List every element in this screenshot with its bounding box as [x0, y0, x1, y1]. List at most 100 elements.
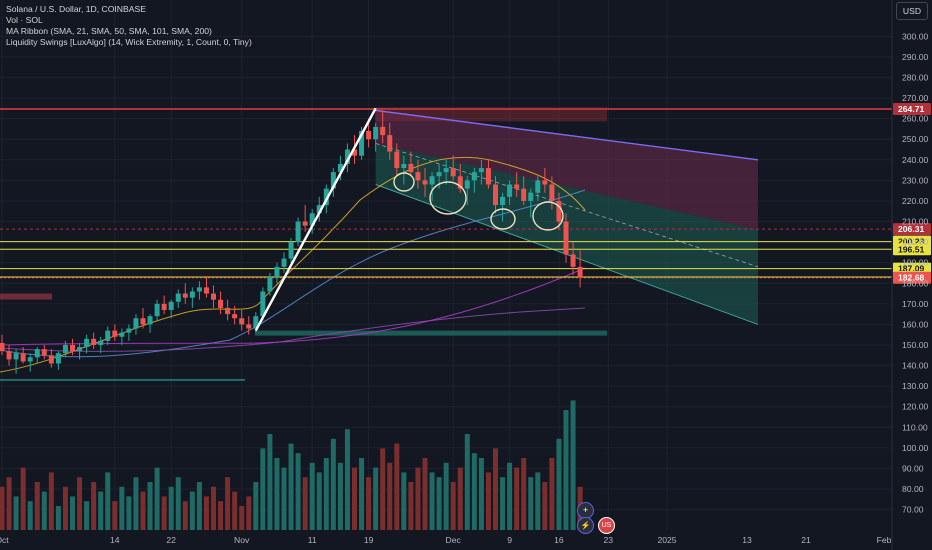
candle-body: [295, 221, 301, 243]
candle-body: [422, 180, 428, 185]
candle-body: [27, 357, 33, 362]
candle-body: [154, 303, 160, 317]
volume-bar: [493, 448, 498, 530]
volume-bar: [528, 477, 534, 530]
volume-bar: [13, 496, 19, 530]
candle-body: [549, 184, 555, 201]
volume-bar: [570, 400, 576, 530]
price-levels: 264.71206.31200.23196.51187.09183.07182.…: [0, 102, 931, 284]
chart-legend: Solana / U.S. Dollar, 1D, COINBASE Vol ·…: [6, 4, 252, 48]
volume-bar: [41, 491, 47, 530]
candle-body: [500, 196, 506, 206]
volume-bar: [549, 458, 555, 530]
indicator-volume[interactable]: Vol · SOL: [6, 15, 43, 25]
candle-body: [387, 135, 393, 152]
volume-bar: [478, 458, 484, 530]
candle-body: [147, 316, 153, 325]
volume-bar: [218, 501, 224, 530]
time-axis[interactable]: Oct 14 22 Nov 11 19 Dec 9 16 23 2025 21 Feb 13: [0, 535, 892, 545]
candle-body: [13, 353, 19, 360]
candle-body: [457, 176, 463, 189]
channel-upper-line: [375, 109, 759, 161]
volume-bar: [196, 482, 202, 530]
candle-body: [119, 332, 125, 337]
y-tick-label: 80.00: [902, 484, 924, 494]
level-label: 196.51: [898, 244, 925, 254]
candle-body: [203, 287, 209, 294]
candle-body: [225, 307, 231, 315]
x-tick-label: 19: [364, 535, 374, 545]
candle-body: [485, 168, 491, 185]
y-tick-label: 110.00: [902, 422, 928, 432]
x-tick-label: 21: [801, 535, 811, 545]
lightning-icon[interactable]: ⚡: [577, 517, 594, 534]
volume-bar: [429, 472, 435, 530]
x-tick-label: Dec: [446, 535, 462, 545]
volume-bar: [119, 486, 125, 530]
candle-body: [281, 258, 287, 267]
candle-body: [70, 344, 75, 352]
volume-bar: [436, 477, 442, 530]
liquidity-zones: [0, 107, 759, 381]
volume-bar: [34, 482, 40, 530]
volume-bar: [112, 501, 118, 530]
x-tick-label: Feb: [877, 535, 892, 545]
candle-body: [493, 184, 498, 206]
level-label: 264.71: [898, 104, 925, 114]
volume-bar: [154, 467, 160, 530]
candle-body: [6, 351, 12, 360]
y-tick-label: 150.00: [902, 340, 929, 350]
volume-bar: [70, 496, 75, 530]
y-tick-label: 190.00: [902, 258, 929, 268]
volume-bar: [189, 491, 195, 530]
candle-body: [436, 172, 442, 177]
candle-body: [98, 340, 104, 345]
currency-selector[interactable]: USD: [896, 2, 928, 20]
liquidity-zone-low: [255, 330, 607, 336]
candle-body: [521, 188, 527, 201]
level-label: 182.68: [898, 273, 925, 283]
volume-bar: [366, 477, 372, 530]
candle-body: [401, 163, 407, 169]
liquidity-zone-top-left: [0, 293, 52, 300]
volume-bar: [225, 477, 231, 530]
candle-body: [563, 221, 569, 255]
volume-bar: [182, 501, 188, 530]
volume-bar: [0, 486, 5, 530]
volume-bar: [147, 482, 153, 530]
level-label-bg: [893, 271, 931, 284]
candle-body: [366, 130, 372, 140]
drawings: [254, 107, 564, 332]
volume-bar: [77, 477, 83, 530]
volume-bar: [443, 462, 449, 530]
volume-bar: [373, 467, 379, 530]
candle-body: [77, 347, 83, 352]
price-axis[interactable]: 300.00 290.00 280.00 270.00 260.00 250.00 240.…: [891, 0, 929, 550]
volume-bar: [302, 477, 308, 530]
level-label-bg: [893, 243, 931, 256]
volume-bar: [84, 501, 90, 530]
volume-bar: [394, 443, 400, 530]
symbol-title[interactable]: Solana / U.S. Dollar, 1D, COINBASE: [6, 4, 146, 14]
candle-body: [330, 172, 336, 189]
candle-body: [232, 314, 238, 319]
volume-bar: [267, 434, 273, 530]
candle-body: [105, 330, 111, 341]
y-tick-label: 90.00: [902, 463, 924, 473]
y-tick-label: 260.00: [902, 114, 929, 124]
candle-body: [253, 316, 259, 329]
volume-bar: [309, 462, 315, 530]
candle-body: [41, 349, 47, 356]
indicator-liquidity-swings[interactable]: Liquidity Swings [LuxAlgo] (14, Wick Ext…: [6, 37, 252, 47]
indicator-ma-ribbon[interactable]: MA Ribbon (SMA, 21, SMA, 50, SMA, 101, S…: [6, 26, 212, 36]
y-tick-label: 70.00: [902, 505, 924, 515]
volume-bar: [161, 496, 167, 530]
candle-body: [34, 349, 40, 358]
candle-body: [323, 188, 329, 206]
y-tick-label: 200.00: [902, 237, 929, 247]
candle-body: [507, 184, 513, 197]
x-tick-label: Oct: [0, 535, 9, 545]
volume-bar: [20, 467, 26, 530]
candle-body: [0, 342, 5, 352]
